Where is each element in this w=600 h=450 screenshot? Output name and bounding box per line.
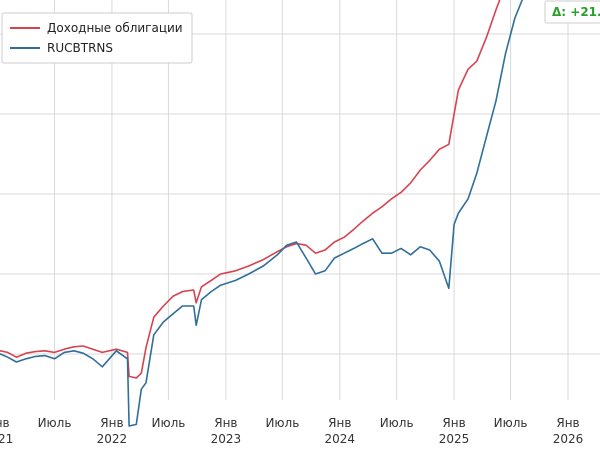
x-tick-label-month-8: Янв (442, 416, 465, 430)
x-tick-label-month-9: Июль (494, 416, 528, 430)
x-tick-label-month-2: Янв (100, 416, 123, 430)
x-tick-label-month-0: Янв (0, 416, 10, 430)
series-line-1 (0, 0, 501, 379)
x-tick-label-month-4: Янв (214, 416, 237, 430)
x-tick-label-year-8: 2025 (439, 432, 470, 446)
x-tick-label-month-1: Июль (38, 416, 72, 430)
legend-label-series-2: RUCBTRNS (47, 41, 113, 55)
x-tick-label-month-3: Июль (152, 416, 186, 430)
x-tick-label-month-10: Янв (556, 416, 579, 430)
x-tick-label-year-0: 2021 (0, 432, 13, 446)
delta-badge: Δ: +21. (544, 0, 600, 24)
x-tick-label-month-5: Июль (265, 416, 299, 430)
series-line-2 (0, 0, 524, 427)
legend-label-series-1: Доходные облигации (47, 21, 183, 35)
x-tick-label-year-4: 2023 (211, 432, 242, 446)
x-tick-label-year-2: 2022 (97, 432, 128, 446)
legend: Доходные облигации RUCBTRNS (1, 12, 193, 64)
x-tick-label-year-10: 2026 (553, 432, 584, 446)
x-tick-label-month-6: Янв (328, 416, 351, 430)
legend-box (1, 12, 193, 64)
delta-label: Δ: +21. (552, 5, 600, 19)
x-axis-tick-labels: Янв 2021 Июль Янв 2022 Июль Янв 2023 Июль Янв 2024… (0, 416, 583, 446)
x-tick-label-year-6: 2024 (325, 432, 356, 446)
delta-badge-box (544, 0, 600, 24)
series-lines (0, 0, 524, 427)
grid (0, 0, 600, 400)
x-tick-label-month-7: Июль (380, 416, 414, 430)
